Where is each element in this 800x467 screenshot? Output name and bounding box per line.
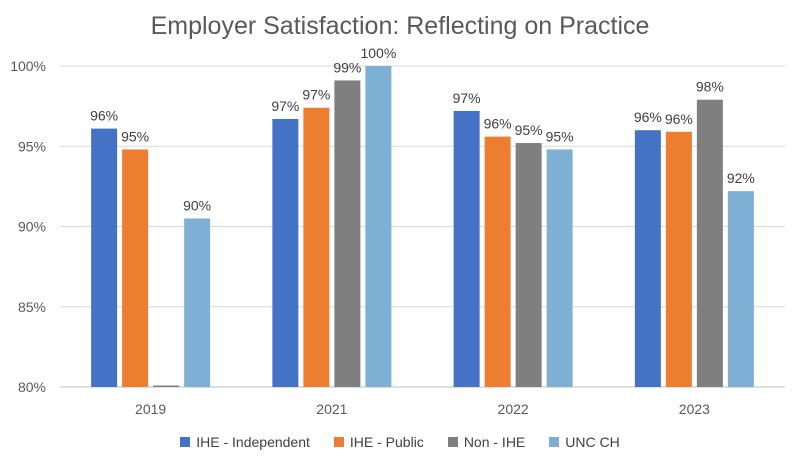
bar — [727, 191, 754, 387]
chart-title: Employer Satisfaction: Reflecting on Pra… — [150, 12, 650, 40]
x-tick-label: 2022 — [498, 401, 529, 417]
x-tick-label: 2023 — [679, 401, 710, 417]
y-tick-label: 90% — [18, 219, 46, 235]
legend: IHE - Independent IHE - Public Non - IHE UN… — [0, 434, 800, 450]
data-label: 96% — [90, 108, 118, 124]
data-label: 95% — [121, 128, 149, 144]
data-label: 96% — [484, 116, 512, 132]
bar — [122, 149, 149, 387]
y-tick-label: 100% — [10, 58, 46, 74]
legend-item: IHE - Independent — [180, 434, 310, 450]
data-label: 96% — [665, 111, 693, 127]
legend-swatch — [447, 437, 458, 447]
bar — [634, 130, 661, 387]
bar — [696, 99, 723, 387]
legend-label: Non - IHE — [463, 434, 526, 450]
bar — [272, 118, 299, 387]
bar — [515, 143, 542, 387]
y-tick-label: 80% — [18, 379, 46, 395]
legend-label: IHE - Independent — [196, 434, 310, 450]
bar — [546, 149, 573, 387]
bar — [184, 218, 211, 387]
data-label: 100% — [360, 45, 396, 61]
legend-item: UNC CH — [549, 434, 620, 450]
data-label: 96% — [634, 109, 662, 125]
data-label: 95% — [515, 122, 543, 138]
bar — [91, 128, 118, 387]
legend-swatch — [333, 437, 344, 447]
x-tick-label: 2019 — [135, 401, 166, 417]
x-tick-label: 2021 — [316, 401, 347, 417]
bar — [453, 110, 480, 387]
bar — [153, 385, 180, 387]
legend-swatch — [549, 437, 560, 447]
legend-swatch — [180, 437, 191, 447]
y-tick-label: 85% — [18, 299, 46, 315]
bar — [365, 66, 392, 387]
data-label: 99% — [333, 59, 361, 75]
legend-label: UNC CH — [565, 434, 620, 450]
legend-item: Non - IHE — [447, 434, 526, 450]
data-label: 98% — [696, 79, 724, 95]
bar — [665, 131, 692, 387]
data-label: 97% — [271, 98, 299, 114]
data-label: 97% — [302, 87, 330, 103]
data-label: 92% — [727, 170, 755, 186]
bar — [484, 136, 511, 387]
data-label: 95% — [546, 128, 574, 144]
data-label: 97% — [453, 90, 481, 106]
legend-item: IHE - Public — [333, 434, 424, 450]
bar — [334, 80, 361, 387]
bar — [303, 107, 330, 387]
legend-label: IHE - Public — [349, 434, 424, 450]
y-tick-label: 95% — [18, 138, 46, 154]
data-label: 90% — [183, 197, 211, 213]
